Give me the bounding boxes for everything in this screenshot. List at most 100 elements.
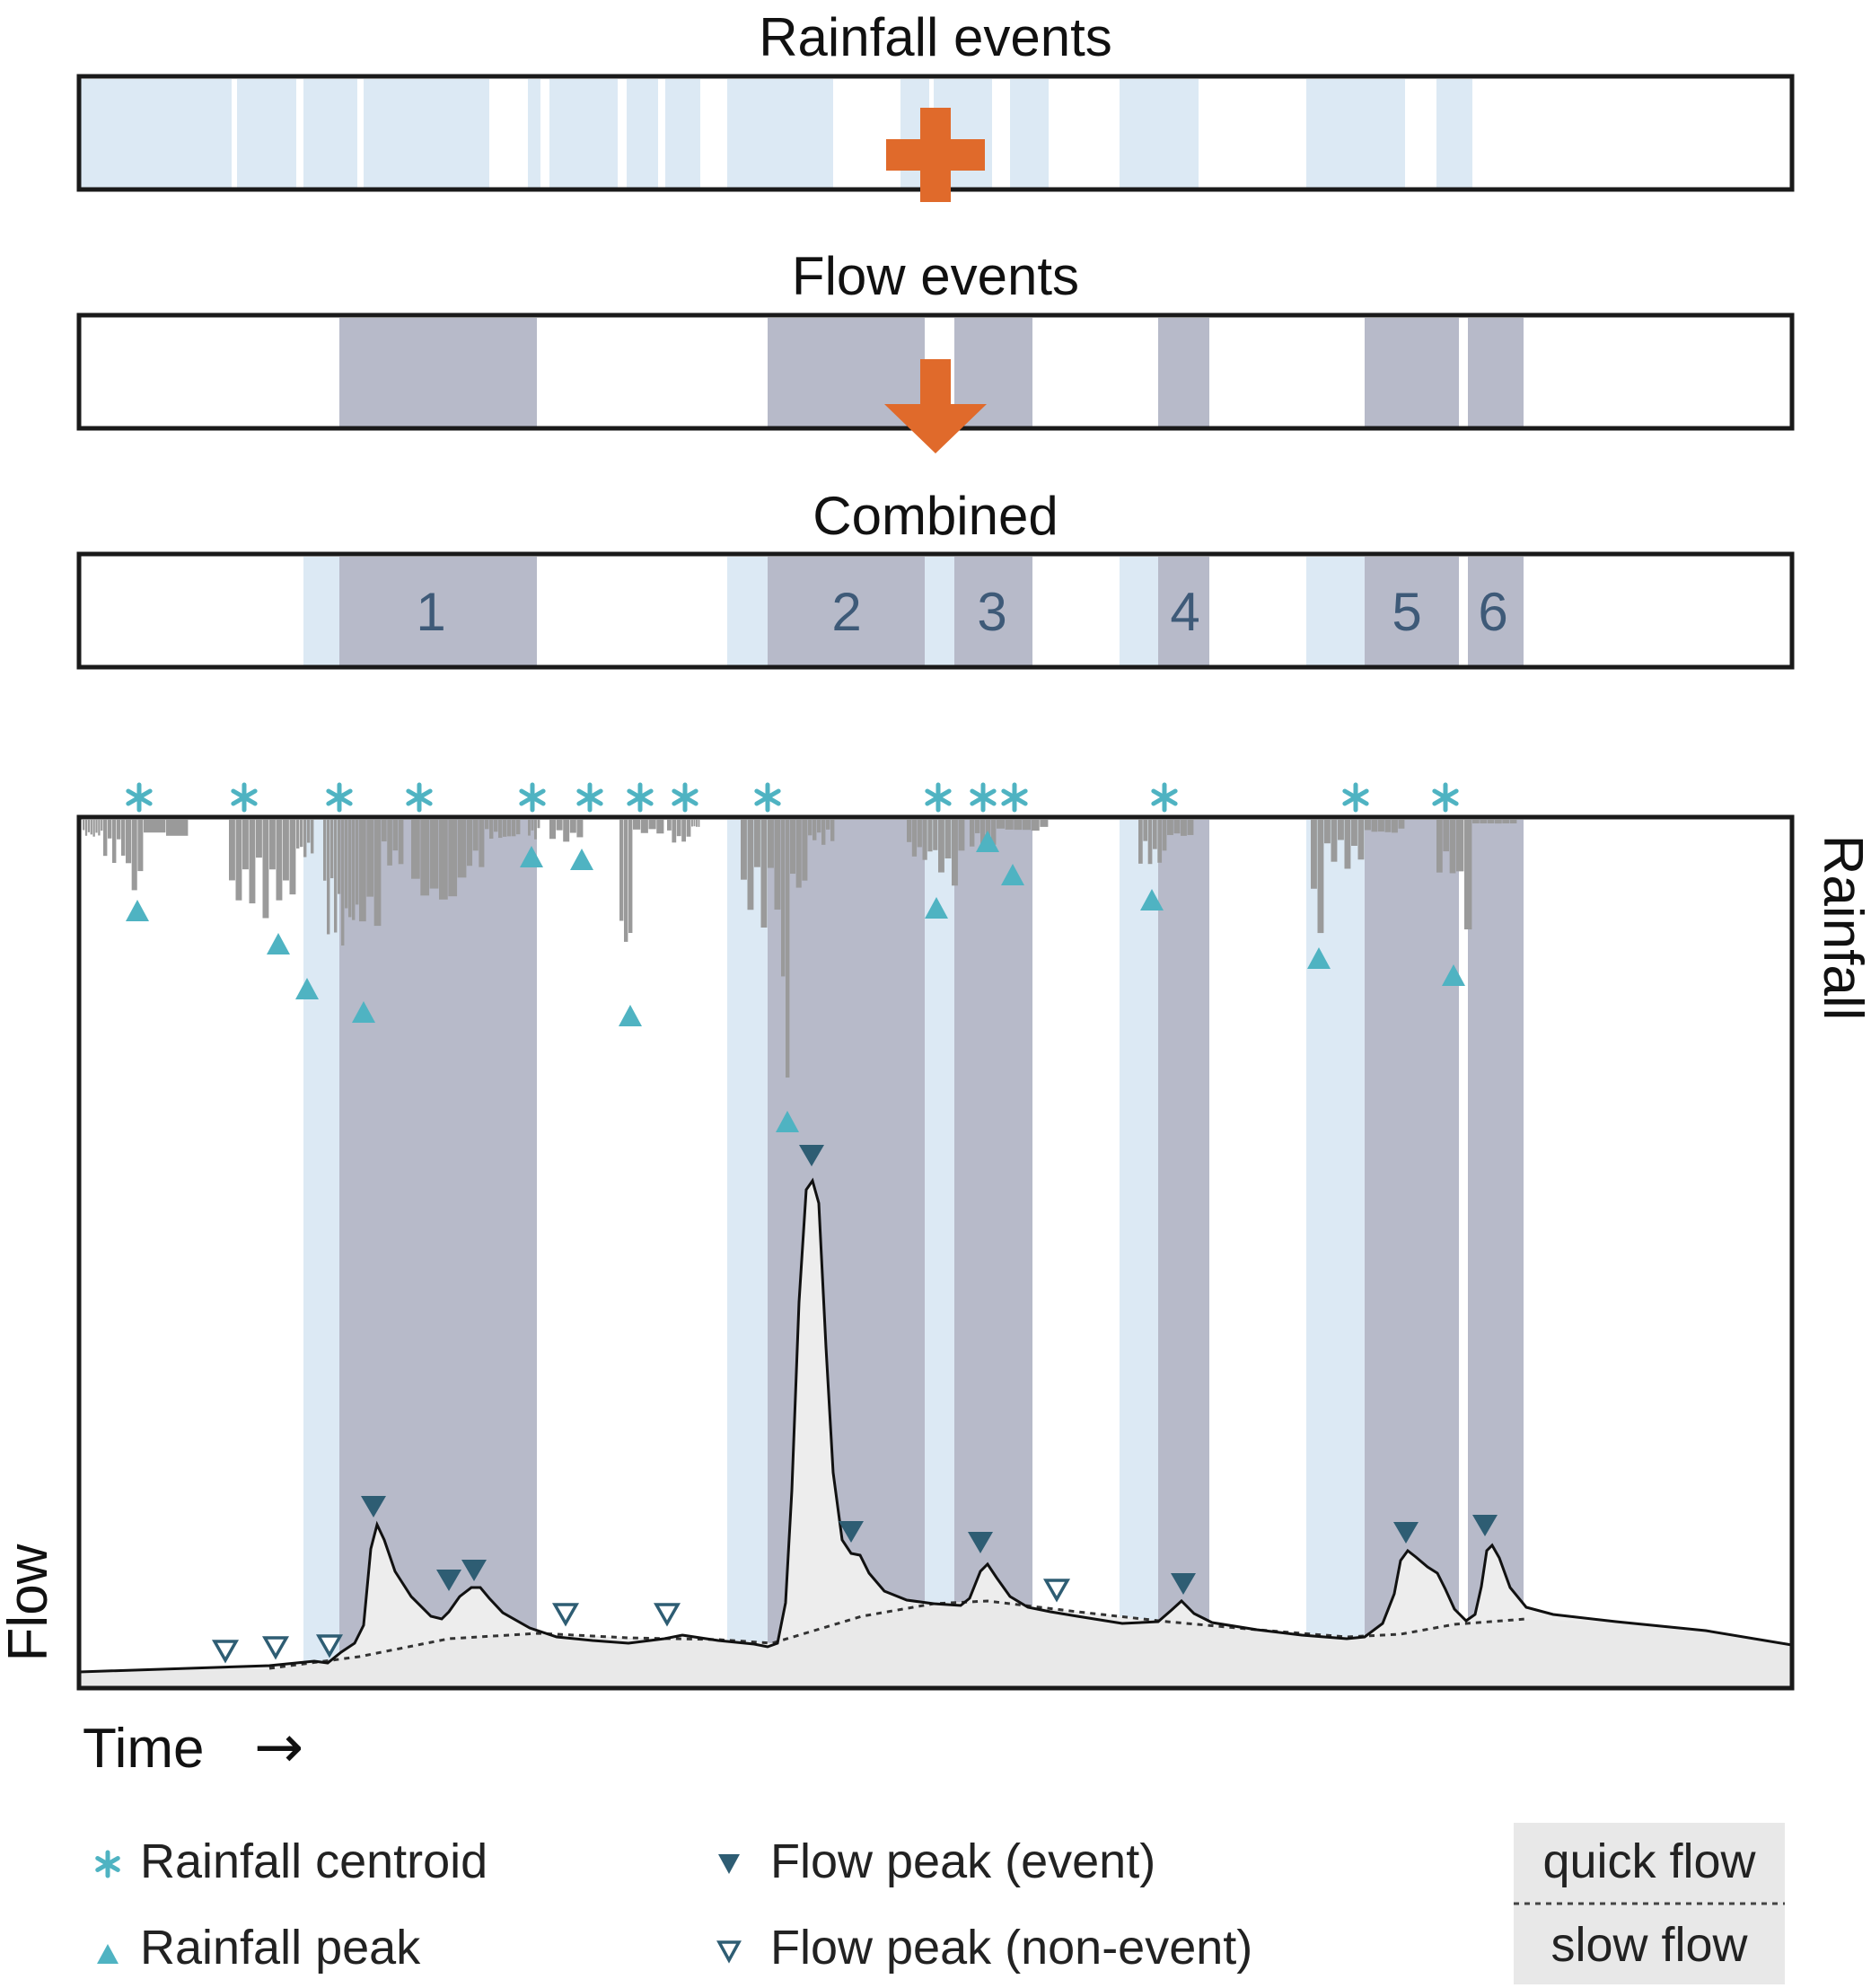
legend-rainfall-centroid: Rainfall centroid [95, 1834, 488, 1888]
combined-flow-band-1 [339, 557, 537, 665]
rainfall-centroid-marker [406, 782, 433, 813]
rain-bar [498, 820, 503, 839]
rain-bar [676, 820, 681, 837]
rainfall-centroid-marker [754, 782, 781, 813]
rain-bar [1378, 820, 1384, 832]
rain-bar [640, 820, 648, 833]
rain-bar [970, 820, 975, 847]
rain-bar [795, 820, 802, 888]
rain-bar [1317, 820, 1324, 934]
rain-bar [576, 820, 584, 838]
rainfall-peak-marker [1307, 947, 1331, 969]
rain-bar [467, 820, 473, 866]
rain-bar [911, 820, 918, 857]
asterisk-stroke [1342, 788, 1369, 806]
legend-quick-flow-label: quick flow [1542, 1834, 1756, 1888]
rain-bar [813, 820, 817, 840]
rain-bar [1365, 820, 1371, 831]
asterisk-stroke [672, 788, 698, 806]
rain-bar [1449, 820, 1456, 874]
rainfall-axis-label: Rainfall [1812, 835, 1871, 1021]
rain-bar [311, 820, 314, 854]
combined-rain-band-2 [727, 557, 768, 665]
combined-rain-band-3 [925, 557, 954, 665]
rain-bar [95, 820, 98, 833]
rain-bar [952, 820, 958, 886]
rain-bar [790, 820, 796, 875]
rain-bar [624, 820, 628, 942]
rain-bar [696, 820, 698, 827]
rainfall-peak-marker [976, 831, 999, 852]
rain-bar [563, 820, 570, 842]
legend-flow-peak-event-label: Flow peak (event) [770, 1834, 1155, 1888]
rainfall-centroid-marker [326, 782, 353, 813]
rain-bar [411, 820, 420, 879]
rain-bar [345, 820, 348, 909]
rain-bar [507, 820, 512, 837]
combined-title: Combined [813, 486, 1058, 546]
rain-bar [341, 820, 345, 946]
legend-rainfall-centroid-label: Rainfall centroid [140, 1834, 488, 1888]
hydro-rain-band-4 [1120, 820, 1158, 1686]
plus-icon [886, 108, 985, 202]
rainfall-event-band-3 [303, 79, 357, 188]
rain-bar [556, 820, 563, 831]
rain-bar [1187, 820, 1194, 835]
rainfall-event-band-4 [364, 79, 489, 188]
rain-bar [356, 820, 359, 905]
flow-peak-nonevent-marker [261, 1636, 290, 1660]
asterisk-stroke [576, 788, 603, 806]
rain-bar [382, 820, 387, 842]
rain-bar [283, 820, 289, 881]
rain-bar [1311, 820, 1317, 889]
rainfall-event-band-6 [549, 79, 618, 188]
rainfall-event-band-12 [1010, 79, 1049, 188]
rainfall-peak-marker [925, 897, 948, 919]
rain-bar [516, 820, 521, 835]
rainfall-peak-marker [295, 978, 319, 999]
flow-event-band-4 [1158, 318, 1209, 427]
rain-bar [1398, 820, 1405, 829]
asterisk-stroke [126, 788, 153, 806]
flow-events-title: Flow events [792, 246, 1079, 306]
legend-flow-components: quick flow slow flow [1514, 1823, 1785, 1984]
flow-peak-nonevent-marker [1042, 1579, 1071, 1603]
asterisk-stroke [1001, 788, 1028, 806]
rain-bar [1331, 820, 1338, 862]
rainfall-event-band-14 [1306, 79, 1405, 188]
flow-event-band-6 [1468, 318, 1524, 427]
rainfall-peak-marker [1001, 864, 1024, 885]
event-number-4: 4 [1170, 582, 1199, 642]
rainfall-centroid-marker [1151, 782, 1178, 813]
rainfall-event-band-2 [237, 79, 296, 188]
asterisk-stroke [406, 788, 433, 806]
rain-bar [373, 820, 382, 927]
rainfall-event-band-13 [1120, 79, 1199, 188]
rain-bar [1023, 820, 1032, 831]
rain-bar [439, 820, 448, 900]
asterisk-stroke [231, 788, 258, 806]
flow-peak-event-marker [461, 1560, 487, 1581]
hydro-flow-band-5 [1365, 820, 1459, 1686]
rain-bar [693, 820, 696, 827]
rain-bar [92, 820, 95, 837]
rain-bar [768, 820, 774, 868]
rainfall-peak-marker [126, 900, 149, 921]
rain-bar [747, 820, 754, 910]
rain-bar [101, 820, 103, 831]
asterisk-stroke [1151, 788, 1178, 806]
rainfall-peak-marker [352, 1001, 375, 1023]
rain-bar [686, 820, 691, 837]
down-arrow-icon [884, 359, 987, 453]
rain-bar [1351, 820, 1357, 846]
rain-bar [1147, 820, 1153, 865]
rainfall-peak-marker [520, 846, 543, 867]
rain-bar [387, 820, 392, 866]
rain-bar [1324, 820, 1331, 844]
rain-bar [760, 820, 768, 928]
hydro-flow-band-3 [954, 820, 1032, 1686]
rain-bar [537, 820, 540, 829]
rain-bar [1040, 820, 1049, 827]
rain-bar [938, 820, 944, 873]
